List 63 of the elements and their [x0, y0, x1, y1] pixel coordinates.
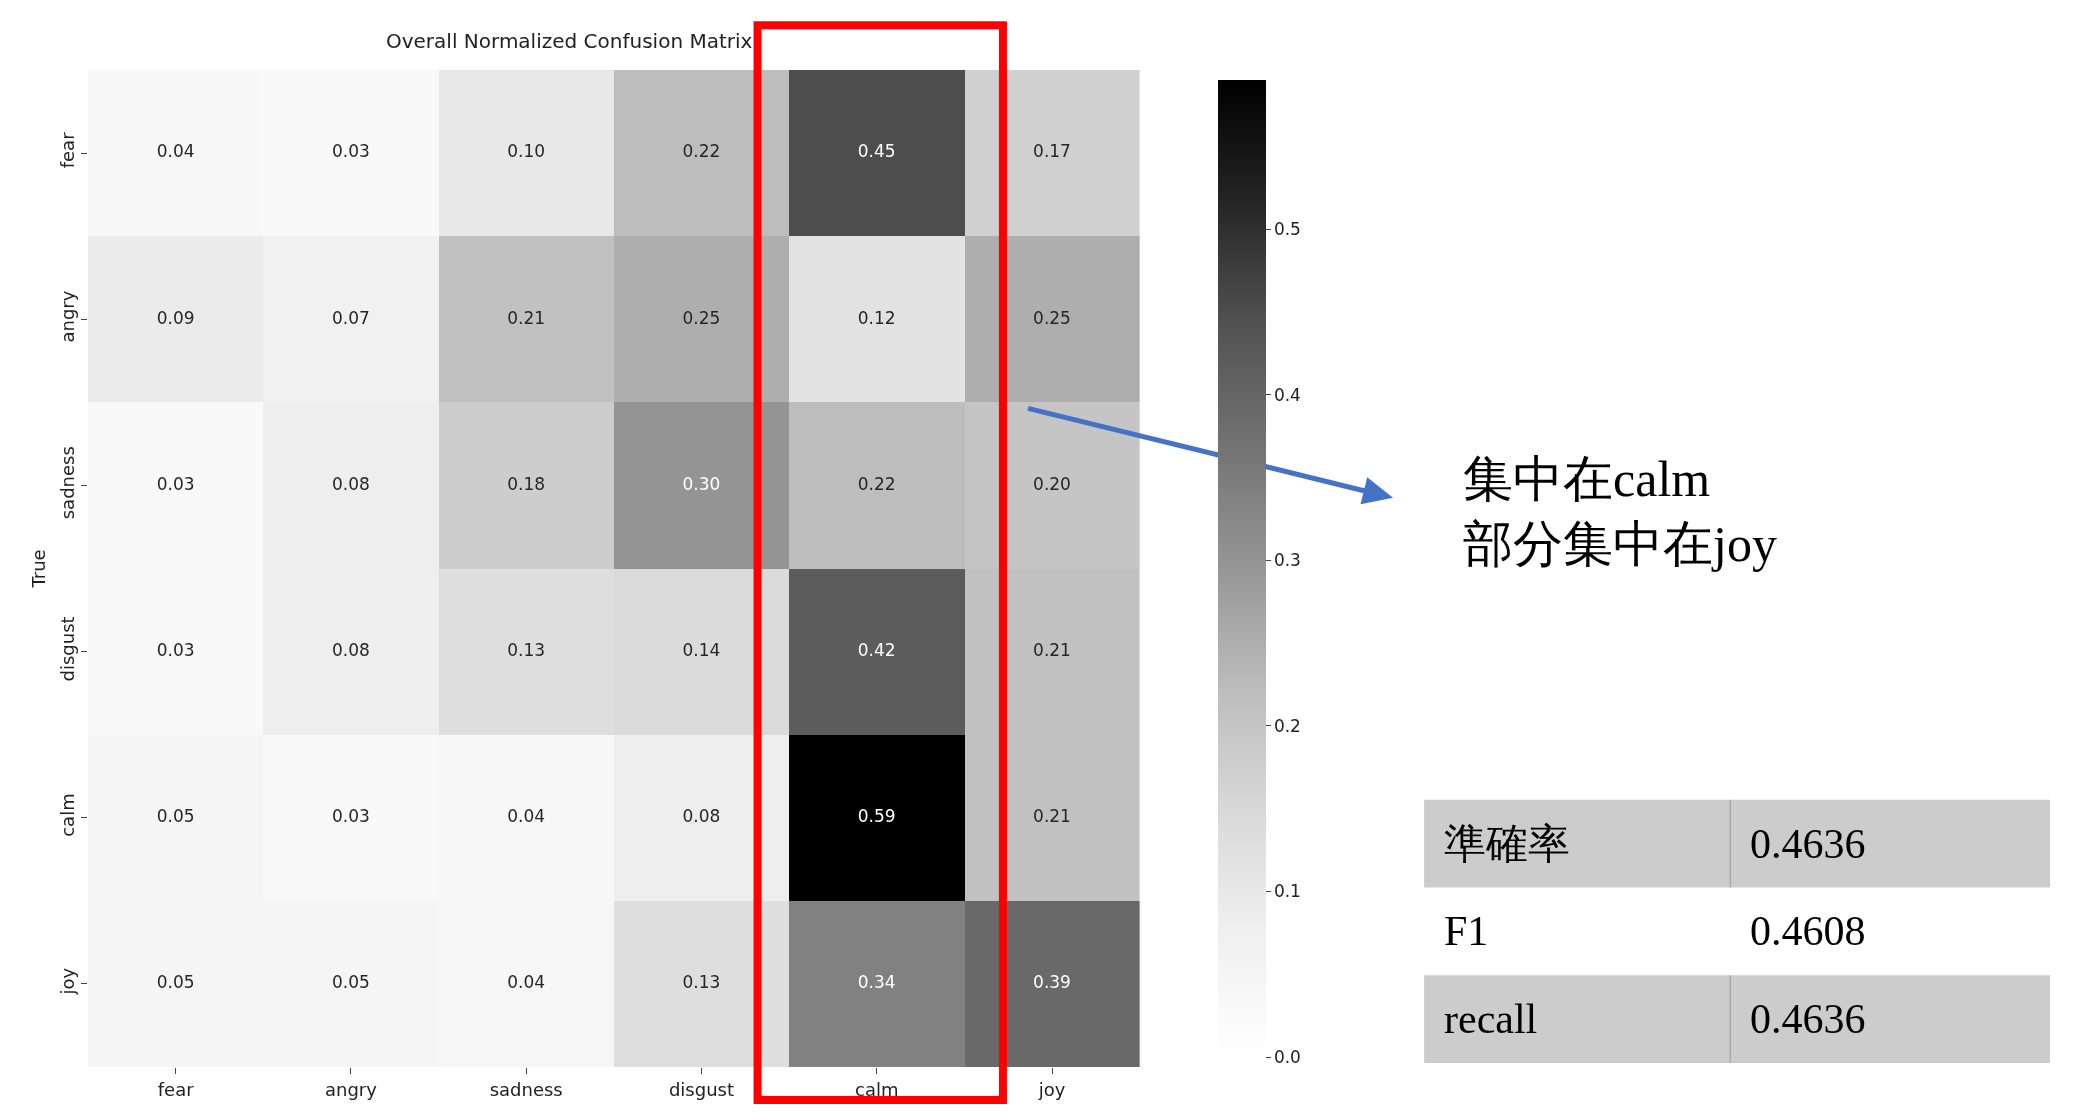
color-bar-label: 0.0 — [1273, 1046, 1301, 1067]
data-label: 0.13 — [507, 639, 546, 660]
text: 0.4636 — [1750, 996, 1866, 1042]
data-label: 0.21 — [1033, 639, 1071, 660]
text: 集中在calm 部分集中在joy — [1463, 451, 1777, 572]
data-label: 0.34 — [857, 972, 896, 993]
data-label: 0.42 — [857, 639, 896, 660]
text: 0.4636 — [1750, 821, 1866, 867]
data-label: 0.03 — [331, 141, 370, 162]
data-label: 0.03 — [156, 639, 195, 660]
x-tick-label: fear — [157, 1078, 195, 1100]
data-label: 0.17 — [1033, 141, 1071, 162]
data-label: 0.20 — [1033, 473, 1071, 494]
y-axis-title: True — [28, 549, 49, 589]
data-label: 0.03 — [156, 473, 195, 494]
data-label: 0.04 — [156, 141, 195, 162]
color-bar-label: 0.1 — [1273, 881, 1301, 902]
color-bar-label: 0.3 — [1273, 550, 1301, 571]
text: recall — [1444, 996, 1538, 1042]
color-bar-label: 0.5 — [1273, 218, 1301, 239]
data-label: 0.25 — [682, 307, 721, 328]
y-tick-label: angry — [56, 290, 78, 343]
data-label: 0.25 — [1033, 307, 1071, 328]
data-label: 0.08 — [331, 473, 370, 494]
data-label: 0.22 — [857, 473, 896, 494]
data-label: 0.30 — [682, 473, 721, 494]
data-label: 0.22 — [682, 141, 721, 162]
data-label: 0.08 — [331, 639, 370, 660]
data-label: 0.07 — [331, 307, 370, 328]
text: F1 — [1444, 908, 1489, 954]
data-label: 0.14 — [682, 639, 721, 660]
data-label: 0.12 — [857, 307, 896, 328]
y-tick-label: sadness — [56, 446, 78, 520]
data-label: 0.59 — [857, 806, 896, 826]
text: 準確率 — [1444, 821, 1570, 867]
x-tick-label: sadness — [489, 1078, 563, 1100]
data-label: 0.05 — [156, 806, 195, 826]
color-bar-label: 0.4 — [1273, 384, 1301, 405]
x-tick-label: calm — [854, 1078, 899, 1100]
text: 0.4608 — [1750, 908, 1866, 954]
data-label: 0.13 — [682, 972, 721, 993]
x-tick-label: angry — [324, 1078, 378, 1100]
data-label: 0.05 — [156, 972, 195, 993]
y-tick-label: disgust — [56, 616, 78, 682]
data-label: 0.09 — [156, 307, 195, 328]
y-tick-label: fear — [56, 131, 78, 169]
data-label: 0.05 — [331, 972, 370, 993]
data-label: 0.04 — [507, 806, 546, 826]
data-label: 0.45 — [857, 141, 896, 162]
data-label: 0.08 — [682, 806, 721, 826]
data-label: 0.10 — [507, 141, 546, 162]
chart-title: Overall Normalized Confusion Matrix — [385, 29, 753, 53]
data-label: 0.21 — [507, 307, 546, 328]
data-label: 0.03 — [331, 806, 370, 826]
data-label: 0.04 — [507, 972, 546, 993]
y-tick-label: calm — [56, 793, 78, 837]
data-label: 0.18 — [507, 473, 546, 494]
y-tick-label: joy — [56, 967, 78, 996]
color-bar-label: 0.2 — [1273, 715, 1301, 736]
x-tick-label: joy — [1037, 1078, 1066, 1100]
data-label: 0.21 — [1033, 806, 1071, 826]
x-tick-label: disgust — [668, 1078, 734, 1100]
data-label: 0.39 — [1033, 972, 1071, 993]
